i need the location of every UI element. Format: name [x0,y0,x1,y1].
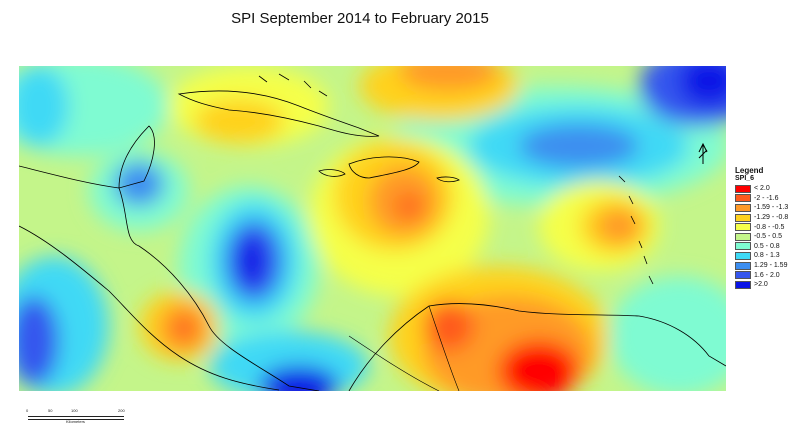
legend-item: 0.5 - 0.8 [735,242,793,252]
spi-zone [499,341,579,391]
spi-zone [679,66,726,106]
legend-label: -2 - -1.6 [754,194,779,202]
coastline-puerto-rico [436,176,460,183]
spi-zone [114,162,164,206]
legend-item: -0.5 - 0.5 [735,232,793,242]
legend-swatch [735,232,751,241]
legend-swatch [735,184,751,193]
coastline-lesser-antilles [618,175,654,285]
legend-item: 0.8 - 1.3 [735,251,793,261]
scale-bar: 0 50 100 200 Kilometers [26,408,126,430]
legend-label: 0.5 - 0.8 [754,242,780,250]
legend-item: < 2.0 [735,184,793,194]
coastline-south-america [348,303,726,391]
legend-item: 1.29 - 1.59 [735,261,793,271]
spi-zone [397,194,421,218]
border-venezuela [428,305,460,391]
legend-label: -1.59 - -1.3 [754,204,789,212]
coastline-jamaica [318,169,346,177]
legend-label: 1.6 - 2.0 [754,271,780,279]
scale-tick-label: 200 [118,408,125,413]
scale-tick-label: 100 [71,408,78,413]
coastline-hispaniola [348,156,420,179]
spi-zone [609,276,726,391]
legend-layer-name: SPI_6 [735,175,755,182]
spi-zone [237,237,265,285]
scale-unit-label: Kilometers [66,419,85,424]
spi-map [19,66,726,391]
legend-item: -1.59 - -1.3 [735,203,793,213]
legend-label: -1.29 - -0.8 [754,214,789,222]
legend-item: -1.29 - -0.8 [735,213,793,223]
map-legend: Legend SPI_6 < 2.0 -2 - -1.6 -1.59 - -1.… [735,166,793,290]
legend-swatch [735,280,751,289]
legend-title: Legend [735,166,764,175]
legend-label: < 2.0 [754,185,770,193]
spi-zone [519,124,639,168]
spi-zone [19,66,69,146]
coastline-bahamas [258,73,328,97]
legend-label: 1.29 - 1.59 [754,262,788,270]
spi-zone [399,66,499,91]
legend-label: 0.8 - 1.3 [754,252,780,260]
legend-items: < 2.0 -2 - -1.6 -1.59 - -1.3 -1.29 - -0.… [735,184,793,290]
legend-swatch [735,223,751,232]
coastline-yucatan [118,125,155,189]
legend-swatch [735,251,751,260]
spi-zone [259,366,339,391]
legend-swatch [735,261,751,270]
coastline-central-america-pacific [19,225,280,391]
border-colombia [348,335,440,391]
legend-label: -0.8 - -0.5 [754,223,785,231]
legend-swatch [735,203,751,212]
spi-zone [424,301,474,351]
legend-swatch [735,213,751,222]
legend-item: >2.0 [735,280,793,290]
scale-tick-label: 0 [26,408,29,413]
legend-swatch [735,271,751,280]
spi-zone [597,208,641,244]
map-title: SPI September 2014 to February 2015 [231,10,489,27]
spi-zone [194,99,284,143]
spi-zone [174,316,194,340]
legend-item: -0.8 - -0.5 [735,222,793,232]
legend-label: -0.5 - 0.5 [754,233,783,241]
legend-label: >2.0 [754,281,768,289]
legend-item: -2 - -1.6 [735,194,793,204]
scale-tick-label: 50 [48,408,53,413]
coastline-cuba [177,90,380,137]
legend-swatch [735,194,751,203]
north-arrow-icon [698,142,708,164]
legend-swatch [735,242,751,251]
coastline-central-america [19,165,320,391]
legend-item: 1.6 - 2.0 [735,270,793,280]
spi-zone [19,296,59,386]
scale-bar-line [28,416,124,420]
